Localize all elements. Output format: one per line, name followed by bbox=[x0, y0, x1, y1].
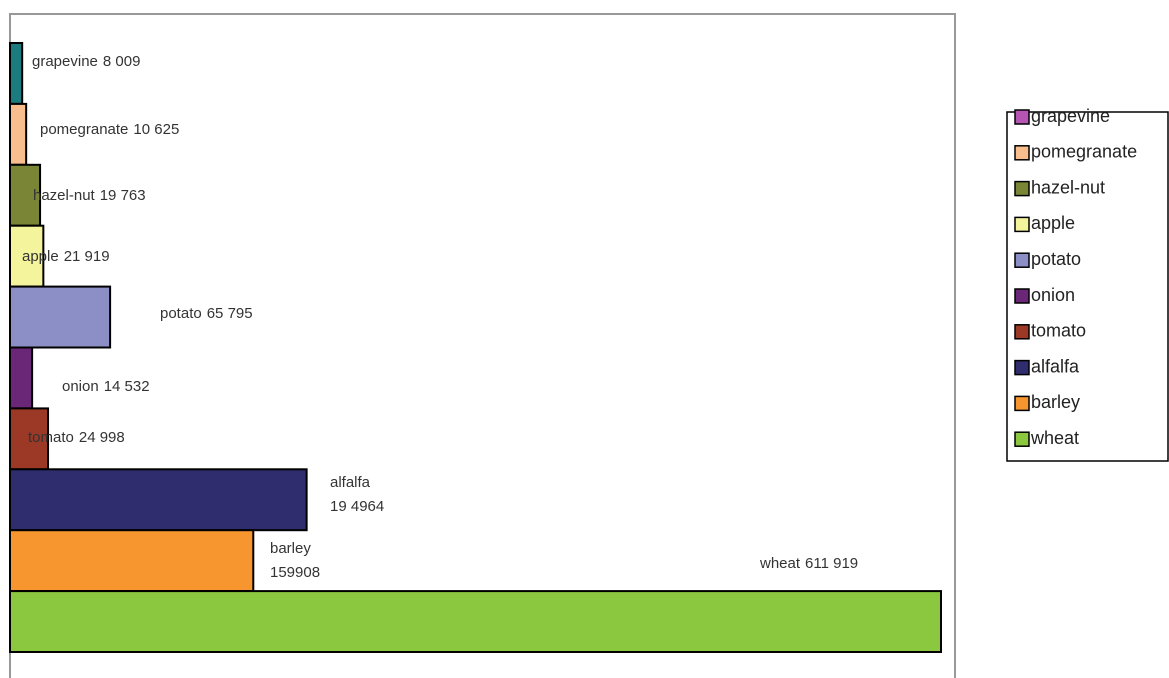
label-category: wheat bbox=[759, 555, 801, 572]
label-value: 19 4964 bbox=[330, 498, 384, 515]
legend-swatch bbox=[1014, 180, 1030, 197]
label-category: barley bbox=[270, 540, 311, 557]
legend-label: alfalfa bbox=[1031, 356, 1080, 376]
data-label: apple 21 919 bbox=[22, 248, 110, 265]
data-label: hazel-nut 19 763 bbox=[33, 187, 146, 204]
label-value: 21 919 bbox=[64, 248, 110, 265]
legend-swatch bbox=[1014, 252, 1030, 268]
legend-swatch bbox=[1014, 216, 1030, 233]
legend-label: potato bbox=[1031, 249, 1081, 269]
label-category: hazel-nut bbox=[33, 187, 96, 204]
bar bbox=[9, 590, 942, 653]
legend-swatch bbox=[1014, 359, 1030, 376]
label-value: 14 532 bbox=[104, 378, 150, 395]
legend-label: apple bbox=[1031, 213, 1075, 233]
data-label: wheat 611 919 bbox=[759, 555, 858, 572]
label-category: apple bbox=[22, 248, 59, 265]
data-label: pomegranate 10 625 bbox=[40, 121, 179, 138]
legend-box bbox=[1006, 111, 1169, 462]
label-value: 611 919 bbox=[805, 555, 858, 572]
bar bbox=[9, 285, 112, 349]
legend-label: onion bbox=[1031, 285, 1075, 305]
bar bbox=[9, 163, 42, 227]
label-value: 19 763 bbox=[100, 187, 146, 204]
label-value: 65 795 bbox=[207, 305, 253, 322]
data-label: potato 65 795 bbox=[160, 305, 253, 322]
legend-swatch bbox=[1014, 324, 1030, 340]
legend-label: pomegranate bbox=[1031, 142, 1137, 162]
label-category: potato bbox=[160, 305, 202, 322]
legend-label: hazel-nut bbox=[1031, 177, 1105, 197]
legend-swatch bbox=[1014, 109, 1030, 125]
legend-swatch bbox=[1014, 431, 1030, 447]
bar bbox=[9, 102, 28, 166]
legend-swatch bbox=[1014, 395, 1030, 412]
label-category: alfalfa bbox=[330, 474, 371, 491]
data-label: tomato 24 998 bbox=[28, 429, 125, 446]
label-category: onion bbox=[62, 378, 99, 395]
legend-label: tomato bbox=[1031, 321, 1086, 341]
label-category: tomato bbox=[28, 429, 74, 446]
data-label: grapevine 8 009 bbox=[32, 53, 140, 70]
label-value: 159908 bbox=[270, 564, 320, 581]
label-value: 8 009 bbox=[103, 53, 141, 70]
legend-swatch bbox=[1014, 145, 1030, 161]
legend-swatch bbox=[1014, 288, 1030, 304]
bar bbox=[9, 42, 24, 105]
label-value: 24 998 bbox=[79, 429, 125, 446]
data-label: barley 159908 bbox=[270, 540, 320, 581]
bar bbox=[9, 468, 308, 532]
bar bbox=[9, 346, 34, 410]
label-category: grapevine bbox=[32, 53, 98, 70]
data-label: alfalfa 19 4964 bbox=[330, 474, 384, 515]
label-value: 10 625 bbox=[133, 121, 179, 138]
legend-label: grapevine bbox=[1031, 106, 1110, 126]
bar bbox=[9, 529, 255, 593]
legend-label: wheat bbox=[1030, 428, 1079, 448]
legend-label: barley bbox=[1031, 392, 1080, 412]
data-label: onion 14 532 bbox=[62, 378, 150, 395]
label-category: pomegranate bbox=[40, 121, 128, 138]
